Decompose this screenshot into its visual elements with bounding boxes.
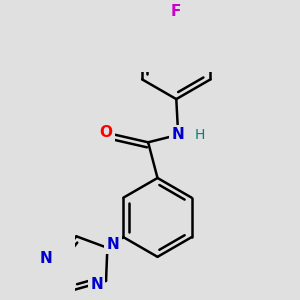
Text: N: N	[172, 127, 184, 142]
Text: N: N	[90, 277, 103, 292]
Text: F: F	[171, 4, 181, 19]
Text: N: N	[106, 236, 119, 251]
Text: H: H	[195, 128, 205, 142]
Text: O: O	[99, 125, 112, 140]
Text: N: N	[40, 251, 53, 266]
